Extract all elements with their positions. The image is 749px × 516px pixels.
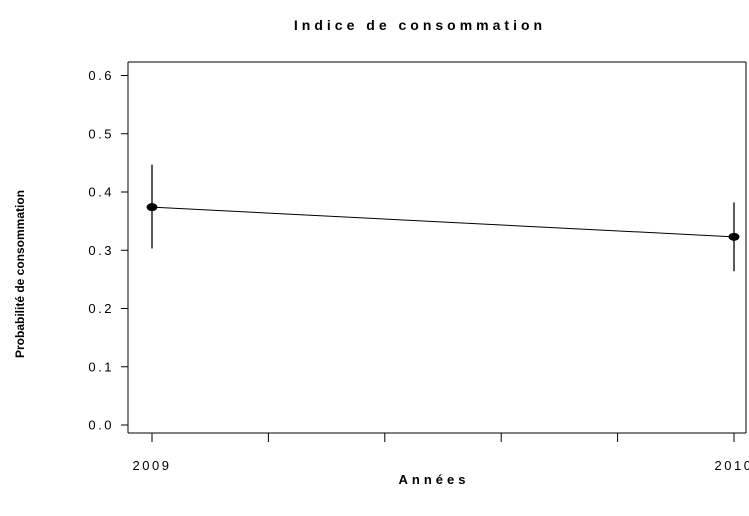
series-layer [146,164,740,272]
x-axis-label: Années [399,472,470,487]
x-axis: 2009 2010 [133,433,749,473]
y-tick-label: 0.6 [88,68,114,83]
x-tick-label: 2009 [133,458,172,473]
chart-title: Indice de consommation [294,17,546,33]
y-tick-label: 0.5 [88,126,114,141]
y-tick-label: 0.2 [88,301,114,316]
y-tick-label: 0.0 [88,418,114,433]
y-axis: 0.0 0.1 0.2 0.3 0.4 0.5 0.6 [88,68,128,433]
x-tick-label: 2010 [715,458,749,473]
data-point [728,232,740,241]
y-tick-label: 0.4 [88,185,114,200]
series-line [151,206,735,238]
y-tick-label: 0.3 [88,243,114,258]
data-point [146,203,158,212]
y-tick-label: 0.1 [88,359,114,374]
y-axis-label: Probabilité de consommation [13,190,27,358]
plot-frame [127,61,747,434]
